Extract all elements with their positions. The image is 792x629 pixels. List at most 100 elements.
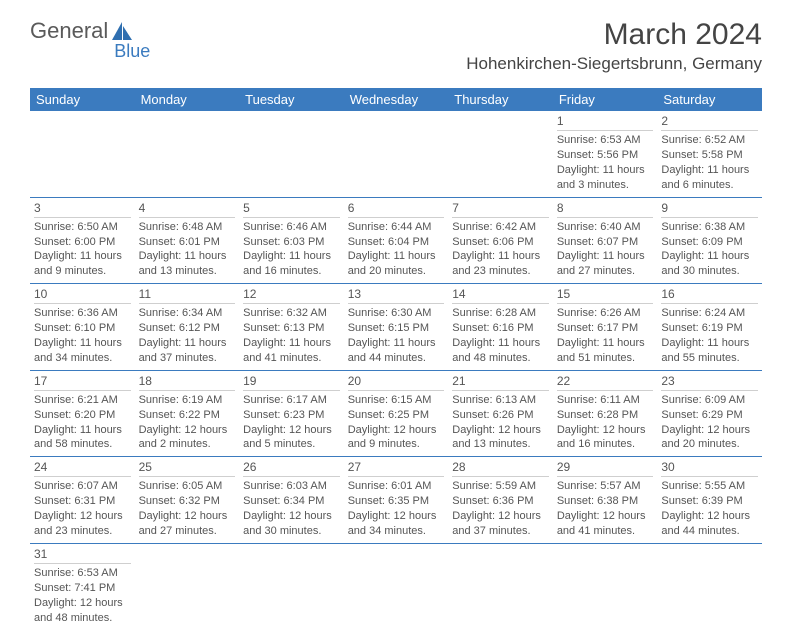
calendar-cell <box>344 543 449 629</box>
day-number: 29 <box>557 459 654 477</box>
daylight-text: Daylight: 12 hours <box>34 509 131 524</box>
calendar-row: 3Sunrise: 6:50 AMSunset: 6:00 PMDaylight… <box>30 197 762 284</box>
sunrise-text: Sunrise: 6:21 AM <box>34 393 131 408</box>
daylight-text: Daylight: 12 hours <box>661 423 758 438</box>
day-number: 13 <box>348 286 445 304</box>
daylight-text: Daylight: 11 hours <box>557 163 654 178</box>
daylight-text: and 2 minutes. <box>139 437 236 452</box>
daylight-text: and 48 minutes. <box>34 611 131 626</box>
day-number: 11 <box>139 286 236 304</box>
day-number: 4 <box>139 200 236 218</box>
col-friday: Friday <box>553 88 658 111</box>
daylight-text: and 41 minutes. <box>243 351 340 366</box>
day-number: 26 <box>243 459 340 477</box>
sunrise-text: Sunrise: 6:01 AM <box>348 479 445 494</box>
calendar-cell <box>448 111 553 197</box>
calendar-cell: 30Sunrise: 5:55 AMSunset: 6:39 PMDayligh… <box>657 457 762 544</box>
daylight-text: Daylight: 12 hours <box>557 423 654 438</box>
calendar-cell: 5Sunrise: 6:46 AMSunset: 6:03 PMDaylight… <box>239 197 344 284</box>
daylight-text: Daylight: 12 hours <box>243 423 340 438</box>
sunset-text: Sunset: 6:20 PM <box>34 408 131 423</box>
daylight-text: Daylight: 11 hours <box>557 249 654 264</box>
title-block: March 2024 Hohenkirchen-Siegertsbrunn, G… <box>466 18 762 74</box>
daylight-text: Daylight: 11 hours <box>243 336 340 351</box>
calendar-cell: 3Sunrise: 6:50 AMSunset: 6:00 PMDaylight… <box>30 197 135 284</box>
daylight-text: Daylight: 12 hours <box>348 423 445 438</box>
daylight-text: and 9 minutes. <box>348 437 445 452</box>
calendar-cell: 14Sunrise: 6:28 AMSunset: 6:16 PMDayligh… <box>448 284 553 371</box>
sunrise-text: Sunrise: 6:09 AM <box>661 393 758 408</box>
calendar-cell: 12Sunrise: 6:32 AMSunset: 6:13 PMDayligh… <box>239 284 344 371</box>
sunrise-text: Sunrise: 6:05 AM <box>139 479 236 494</box>
calendar-cell: 7Sunrise: 6:42 AMSunset: 6:06 PMDaylight… <box>448 197 553 284</box>
daylight-text: Daylight: 12 hours <box>34 596 131 611</box>
daylight-text: and 58 minutes. <box>34 437 131 452</box>
sunrise-text: Sunrise: 6:46 AM <box>243 220 340 235</box>
sunrise-text: Sunrise: 6:17 AM <box>243 393 340 408</box>
daylight-text: and 13 minutes. <box>452 437 549 452</box>
sunrise-text: Sunrise: 6:15 AM <box>348 393 445 408</box>
daylight-text: and 41 minutes. <box>557 524 654 539</box>
day-number: 16 <box>661 286 758 304</box>
sunrise-text: Sunrise: 5:59 AM <box>452 479 549 494</box>
brand-name-b: Blue <box>114 41 150 62</box>
sunrise-text: Sunrise: 6:50 AM <box>34 220 131 235</box>
day-number: 7 <box>452 200 549 218</box>
calendar-cell <box>239 543 344 629</box>
daylight-text: and 20 minutes. <box>661 437 758 452</box>
sunset-text: Sunset: 6:16 PM <box>452 321 549 336</box>
day-number: 25 <box>139 459 236 477</box>
daylight-text: and 30 minutes. <box>661 264 758 279</box>
calendar-body: 1Sunrise: 6:53 AMSunset: 5:56 PMDaylight… <box>30 111 762 629</box>
calendar-cell <box>553 543 658 629</box>
sail-icon <box>110 20 134 42</box>
calendar-row: 1Sunrise: 6:53 AMSunset: 5:56 PMDaylight… <box>30 111 762 197</box>
daylight-text: and 37 minutes. <box>452 524 549 539</box>
sunset-text: Sunset: 6:25 PM <box>348 408 445 423</box>
daylight-text: and 37 minutes. <box>139 351 236 366</box>
sunset-text: Sunset: 6:01 PM <box>139 235 236 250</box>
calendar-cell <box>657 543 762 629</box>
daylight-text: Daylight: 11 hours <box>557 336 654 351</box>
col-thursday: Thursday <box>448 88 553 111</box>
page-header: General Blue March 2024 Hohenkirchen-Sie… <box>0 0 792 82</box>
calendar-cell: 9Sunrise: 6:38 AMSunset: 6:09 PMDaylight… <box>657 197 762 284</box>
sunset-text: Sunset: 6:15 PM <box>348 321 445 336</box>
daylight-text: and 51 minutes. <box>557 351 654 366</box>
daylight-text: Daylight: 11 hours <box>661 249 758 264</box>
daylight-text: and 44 minutes. <box>661 524 758 539</box>
sunset-text: Sunset: 6:07 PM <box>557 235 654 250</box>
calendar-cell <box>448 543 553 629</box>
sunrise-text: Sunrise: 6:26 AM <box>557 306 654 321</box>
sunrise-text: Sunrise: 6:48 AM <box>139 220 236 235</box>
sunset-text: Sunset: 6:28 PM <box>557 408 654 423</box>
calendar-cell: 20 Sunrise: 6:15 AMSunset: 6:25 PMDayligh… <box>344 370 449 457</box>
daylight-text: and 44 minutes. <box>348 351 445 366</box>
col-saturday: Saturday <box>657 88 762 111</box>
sunrise-text: Sunrise: 6:30 AM <box>348 306 445 321</box>
daylight-text: and 9 minutes. <box>34 264 131 279</box>
daylight-text: and 13 minutes. <box>139 264 236 279</box>
calendar-cell: 1Sunrise: 6:53 AMSunset: 5:56 PMDaylight… <box>553 111 658 197</box>
sunrise-text: Sunrise: 6:36 AM <box>34 306 131 321</box>
day-number: 10 <box>34 286 131 304</box>
day-number: 27 <box>348 459 445 477</box>
day-number: 15 <box>557 286 654 304</box>
day-number: 3 <box>34 200 131 218</box>
calendar-row: 10Sunrise: 6:36 AMSunset: 6:10 PMDayligh… <box>30 284 762 371</box>
calendar-cell: 6Sunrise: 6:44 AMSunset: 6:04 PMDaylight… <box>344 197 449 284</box>
sunset-text: Sunset: 6:03 PM <box>243 235 340 250</box>
calendar-cell <box>239 111 344 197</box>
daylight-text: and 16 minutes. <box>557 437 654 452</box>
day-number: 9 <box>661 200 758 218</box>
day-number: 20 <box>348 373 445 391</box>
day-number: 17 <box>34 373 131 391</box>
daylight-text: Daylight: 11 hours <box>243 249 340 264</box>
daylight-text: and 34 minutes. <box>34 351 131 366</box>
daylight-text: and 30 minutes. <box>243 524 340 539</box>
weekday-header-row: Sunday Monday Tuesday Wednesday Thursday… <box>30 88 762 111</box>
sunset-text: Sunset: 6:29 PM <box>661 408 758 423</box>
calendar-cell: 31Sunrise: 6:53 AMSunset: 7:41 PMDayligh… <box>30 543 135 629</box>
sunrise-text: Sunrise: 6:11 AM <box>557 393 654 408</box>
calendar-cell <box>344 111 449 197</box>
